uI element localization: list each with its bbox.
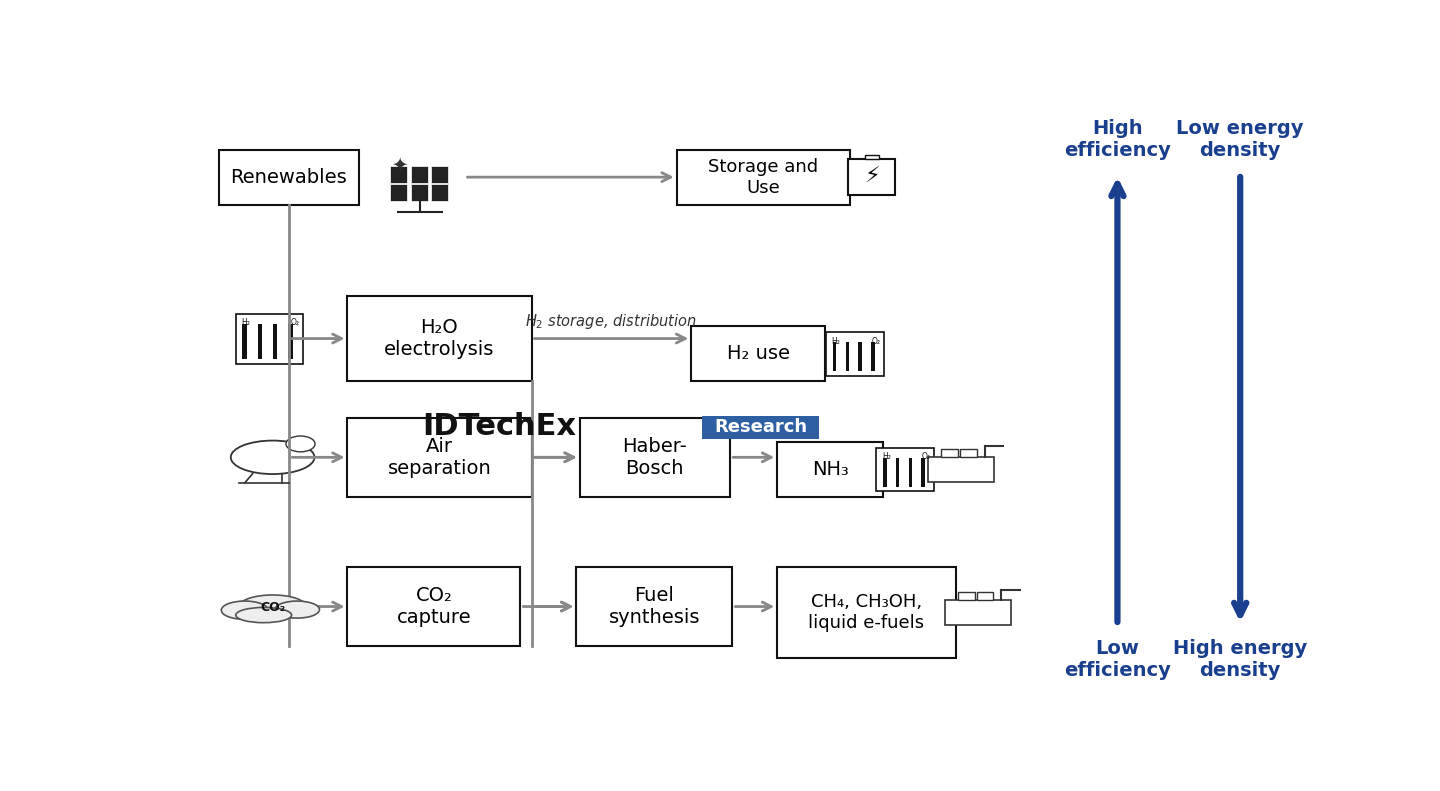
Text: ✦: ✦ — [392, 156, 408, 175]
Ellipse shape — [239, 595, 307, 618]
Text: H₂ use: H₂ use — [727, 344, 789, 363]
FancyBboxPatch shape — [432, 184, 448, 201]
Text: H₂: H₂ — [832, 337, 841, 346]
FancyBboxPatch shape — [432, 166, 448, 183]
FancyBboxPatch shape — [288, 324, 292, 358]
FancyBboxPatch shape — [877, 448, 935, 491]
Text: CO₂
capture: CO₂ capture — [396, 586, 471, 627]
FancyBboxPatch shape — [579, 418, 730, 497]
FancyBboxPatch shape — [410, 184, 428, 201]
FancyBboxPatch shape — [390, 184, 408, 201]
Text: H₂: H₂ — [242, 319, 251, 327]
FancyBboxPatch shape — [976, 592, 994, 600]
FancyBboxPatch shape — [865, 154, 878, 160]
FancyBboxPatch shape — [960, 449, 976, 456]
Ellipse shape — [230, 441, 314, 474]
FancyBboxPatch shape — [896, 458, 900, 486]
Text: Low
efficiency: Low efficiency — [1064, 638, 1171, 679]
Text: H₂: H₂ — [881, 452, 891, 461]
FancyBboxPatch shape — [576, 567, 733, 646]
Text: Haber-
Bosch: Haber- Bosch — [622, 437, 687, 478]
Text: NH₃: NH₃ — [812, 460, 848, 479]
Text: Fuel
synthesis: Fuel synthesis — [609, 586, 700, 627]
Ellipse shape — [275, 601, 320, 618]
FancyBboxPatch shape — [922, 458, 924, 486]
FancyBboxPatch shape — [219, 149, 359, 205]
FancyBboxPatch shape — [942, 449, 958, 456]
Text: IDTechEx: IDTechEx — [422, 412, 576, 441]
Text: CO₂: CO₂ — [261, 601, 285, 615]
FancyBboxPatch shape — [691, 327, 825, 381]
FancyBboxPatch shape — [347, 567, 520, 646]
Ellipse shape — [236, 607, 291, 623]
FancyBboxPatch shape — [945, 600, 1011, 626]
Text: High energy
density: High energy density — [1174, 638, 1308, 679]
FancyBboxPatch shape — [778, 442, 883, 497]
FancyBboxPatch shape — [242, 324, 246, 358]
FancyBboxPatch shape — [347, 296, 531, 381]
FancyBboxPatch shape — [390, 166, 408, 183]
Text: O₂: O₂ — [871, 337, 881, 346]
FancyBboxPatch shape — [832, 343, 837, 371]
FancyBboxPatch shape — [871, 343, 874, 371]
FancyBboxPatch shape — [677, 149, 850, 205]
FancyBboxPatch shape — [958, 592, 975, 600]
Text: ⚡: ⚡ — [864, 167, 880, 187]
Text: Low energy
density: Low energy density — [1176, 119, 1305, 161]
Text: Air
separation: Air separation — [387, 437, 491, 478]
FancyBboxPatch shape — [883, 458, 887, 486]
FancyBboxPatch shape — [236, 313, 302, 364]
FancyBboxPatch shape — [827, 332, 884, 376]
Text: Storage and
Use: Storage and Use — [708, 157, 818, 196]
Text: Research: Research — [714, 418, 808, 437]
Text: $H_2$ storage, distribution: $H_2$ storage, distribution — [526, 312, 697, 331]
FancyBboxPatch shape — [778, 567, 956, 658]
Text: High
efficiency: High efficiency — [1064, 119, 1171, 161]
Text: O₂: O₂ — [922, 452, 932, 461]
FancyBboxPatch shape — [703, 416, 819, 439]
Text: CH₄, CH₃OH,
liquid e-fuels: CH₄, CH₃OH, liquid e-fuels — [808, 593, 924, 632]
FancyBboxPatch shape — [347, 418, 531, 497]
Text: H₂O
electrolysis: H₂O electrolysis — [384, 318, 495, 359]
FancyBboxPatch shape — [845, 343, 850, 371]
FancyBboxPatch shape — [929, 456, 994, 483]
Ellipse shape — [222, 601, 268, 619]
FancyBboxPatch shape — [848, 160, 896, 195]
FancyBboxPatch shape — [858, 343, 863, 371]
FancyBboxPatch shape — [410, 166, 428, 183]
FancyBboxPatch shape — [274, 324, 278, 358]
Text: O₂: O₂ — [291, 319, 300, 327]
FancyBboxPatch shape — [909, 458, 912, 486]
FancyBboxPatch shape — [258, 324, 262, 358]
Circle shape — [287, 436, 315, 452]
Text: Renewables: Renewables — [230, 168, 347, 187]
